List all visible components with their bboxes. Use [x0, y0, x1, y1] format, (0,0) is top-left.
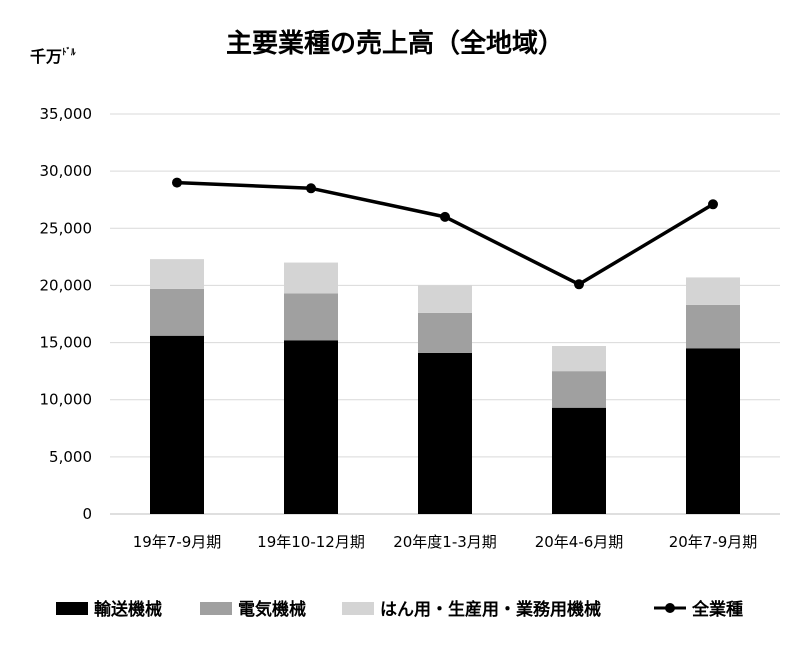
y-tick-label: 30,000	[40, 162, 93, 180]
bar-segment	[686, 277, 740, 305]
bar-segment	[686, 304, 740, 349]
y-tick-label: 5,000	[49, 448, 92, 466]
x-axis-tick-labels: 19年7-9月期 19年10-12月期 20年度1-3月期 20年4-6月期 20年7-…	[133, 533, 758, 551]
y-tick-label: 10,000	[40, 391, 93, 409]
x-tick-label: 19年10-12月期	[257, 533, 365, 551]
bar-segment	[418, 352, 472, 514]
total-line-series	[172, 177, 718, 290]
line-point	[708, 199, 718, 210]
bar-segment	[552, 371, 606, 408]
bar-segment	[686, 348, 740, 514]
x-tick-label: 20年7-9月期	[669, 533, 758, 551]
line-point	[574, 279, 584, 290]
line-point	[306, 183, 316, 194]
legend-swatch	[342, 602, 374, 615]
y-unit-main: 千万	[30, 47, 62, 66]
y-tick-label: 15,000	[40, 334, 93, 352]
legend-label: 輸送機械	[94, 599, 162, 620]
legend-label: 全業種	[691, 599, 743, 620]
chart-title: 主要業種の売上高（全地域）	[226, 28, 564, 59]
y-tick-label: 20,000	[40, 276, 93, 294]
bar-segment	[418, 285, 472, 313]
legend-label: 電気機械	[238, 599, 306, 620]
bar-segment	[552, 407, 606, 514]
bar-segment	[284, 293, 338, 341]
x-tick-label: 20年4-6月期	[535, 533, 624, 551]
bar-segment	[150, 288, 204, 336]
bar-segment	[418, 312, 472, 353]
y-unit-suffix: ﾄﾞﾙ	[62, 46, 76, 58]
line-point	[440, 211, 450, 222]
legend-label: はん用・生産用・業務用機械	[380, 599, 601, 620]
bar-segment	[150, 259, 204, 289]
x-tick-label: 19年7-9月期	[133, 533, 222, 551]
bar-segment	[284, 262, 338, 294]
y-tick-label: 35,000	[40, 105, 93, 123]
y-tick-label: 0	[82, 505, 92, 523]
x-tick-label: 20年度1-3月期	[393, 533, 497, 551]
legend-swatch	[200, 602, 232, 615]
line-path	[176, 180, 714, 287]
line-point	[172, 177, 182, 188]
bar-segment	[150, 335, 204, 514]
bar-segment	[284, 340, 338, 514]
bar-segment	[552, 346, 606, 372]
y-unit-label: 千万ﾄﾞﾙ	[30, 46, 76, 66]
legend: 輸送機械 電気機械 はん用・生産用・業務用機械 全業種	[56, 599, 743, 620]
y-axis-tick-labels: 0 5,000 10,000 15,000 20,000 25,000 30,000 35,0…	[40, 105, 93, 523]
legend-marker	[665, 603, 675, 613]
y-tick-label: 25,000	[40, 219, 93, 237]
stacked-bars	[150, 259, 740, 514]
legend-swatch	[56, 602, 88, 615]
